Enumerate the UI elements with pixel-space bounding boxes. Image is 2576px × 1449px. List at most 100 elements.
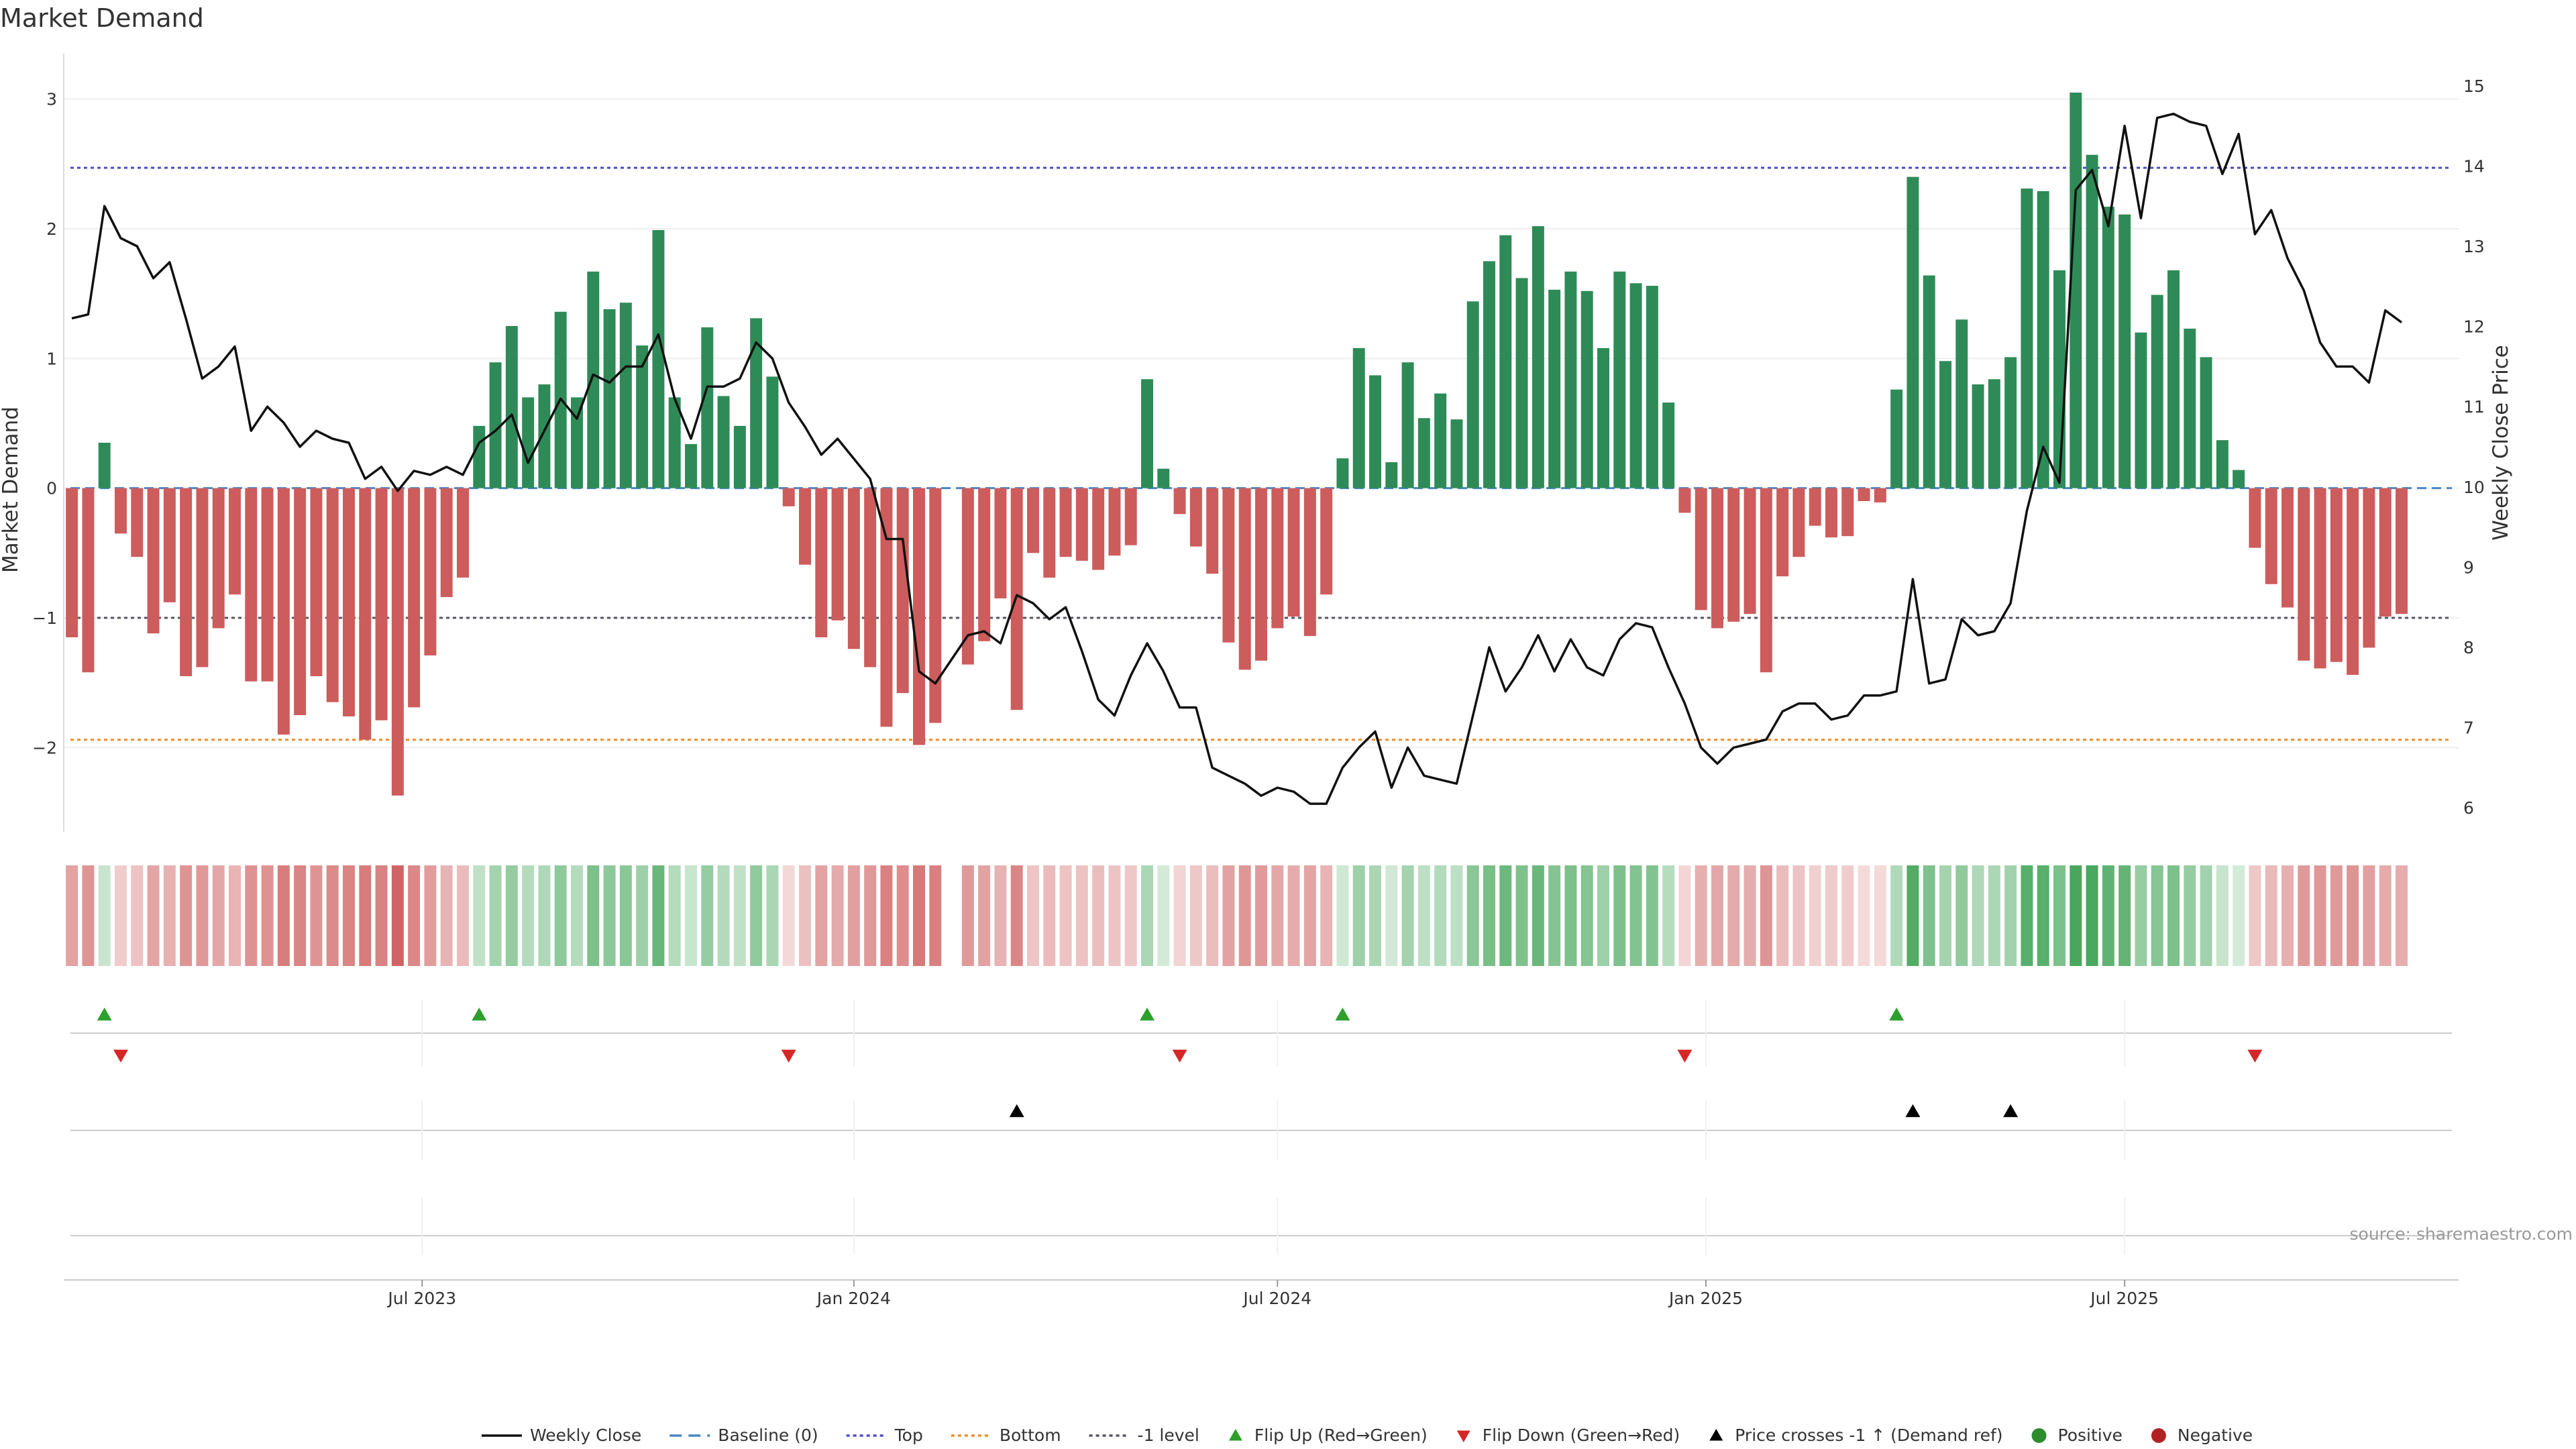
strip-cell	[1580, 865, 1593, 966]
demand-bar	[733, 425, 746, 488]
strip-cell	[1189, 865, 1202, 966]
x-tick-label: Jul 2025	[2089, 1289, 2159, 1308]
demand-bar	[1189, 488, 1202, 547]
demand-bar	[261, 488, 274, 682]
flip-down-marker	[1172, 1049, 1187, 1063]
flip-down-marker	[1677, 1049, 1693, 1063]
strip-cell	[1303, 865, 1316, 966]
strip-cell	[1776, 865, 1789, 966]
strip-cell	[1222, 865, 1235, 966]
strip-cell	[1532, 865, 1544, 966]
demand-bar	[1303, 488, 1316, 637]
strip-cell	[2118, 865, 2131, 966]
flip-up-marker	[1335, 1008, 1350, 1021]
strip-cell	[2330, 865, 2343, 966]
strip-cell	[619, 865, 632, 966]
strip-cell	[294, 865, 307, 966]
demand-bar	[2363, 488, 2375, 648]
demand-bar	[1010, 488, 1023, 710]
demand-bar	[1499, 235, 1512, 488]
demand-bar	[815, 488, 828, 637]
strip-cell	[229, 865, 241, 966]
demand-bar	[2037, 191, 2049, 488]
strip-cell	[2282, 865, 2294, 966]
demand-bar	[1434, 393, 1447, 488]
legend-item: Negative	[2151, 1426, 2253, 1445]
strip-cell	[685, 865, 697, 966]
demand-bar	[245, 488, 258, 682]
demand-bar	[913, 488, 925, 745]
strip-cell	[343, 865, 355, 966]
strip-cell	[391, 865, 404, 966]
demand-bar	[82, 488, 95, 673]
demand-bar	[391, 488, 404, 796]
strip-cell	[196, 865, 209, 966]
demand-bar	[2282, 488, 2294, 608]
demand-bar	[1988, 379, 2000, 488]
legend-swatch	[1228, 1429, 1242, 1441]
demand-bar	[1320, 488, 1333, 595]
strip-cell	[766, 865, 779, 966]
demand-bar	[701, 327, 714, 488]
demand-bar	[1532, 226, 1544, 488]
demand-bar	[685, 443, 697, 488]
demand-bar	[1466, 301, 1479, 488]
strip-cell	[2396, 865, 2408, 966]
strip-cell	[1499, 865, 1512, 966]
demand-bar	[603, 309, 616, 488]
y2-tick-label: 15	[2463, 76, 2485, 96]
demand-heat-strip	[66, 865, 2408, 966]
strip-cell	[1238, 865, 1251, 966]
demand-bar	[294, 488, 307, 715]
demand-bar	[163, 488, 176, 602]
strip-cell	[1988, 865, 2000, 966]
demand-bar	[2265, 488, 2277, 584]
demand-bar	[1124, 488, 1137, 545]
strip-cell	[978, 865, 991, 966]
demand-bar	[131, 488, 144, 557]
strip-cell	[1743, 865, 1756, 966]
strip-cell	[277, 865, 290, 966]
legend-item: -1 level	[1089, 1426, 1199, 1445]
demand-bar	[424, 488, 437, 656]
demand-bar	[1841, 488, 1854, 537]
chart-title: Market Demand	[0, 3, 204, 33]
demand-bar	[1059, 488, 1072, 557]
demand-bar	[147, 488, 160, 634]
strip-cell	[1515, 865, 1528, 966]
demand-bar	[1678, 488, 1691, 513]
strip-cell	[961, 865, 974, 966]
demand-bars	[66, 93, 2408, 796]
demand-bar	[2118, 214, 2131, 488]
demand-bar	[1255, 488, 1267, 661]
legend-label: Bottom	[1000, 1426, 1061, 1445]
demand-bar	[1417, 418, 1430, 488]
flip-down-marker	[113, 1049, 128, 1063]
strip-cell	[2249, 865, 2261, 966]
legend-label: Price crosses -1 ↑ (Demand ref)	[1735, 1426, 2002, 1445]
strip-cell	[701, 865, 714, 966]
strip-cell	[2184, 865, 2196, 966]
strip-cell	[994, 865, 1007, 966]
demand-bar	[831, 488, 844, 621]
demand-bar	[864, 488, 877, 667]
demand-bar	[98, 443, 111, 488]
strip-cell	[1629, 865, 1642, 966]
demand-bar	[1401, 362, 1414, 488]
demand-bar	[1809, 488, 1821, 526]
strip-cell	[1385, 865, 1398, 966]
demand-bar	[1043, 488, 1056, 578]
strip-cell	[1564, 865, 1577, 966]
demand-bar	[1955, 319, 1968, 488]
demand-bar	[1173, 488, 1186, 515]
strip-cell	[1157, 865, 1170, 966]
strip-cell	[1646, 865, 1658, 966]
demand-bar	[636, 345, 649, 488]
strip-cell	[1352, 865, 1365, 966]
y2-tick-label: 10	[2463, 478, 2485, 497]
demand-bar	[619, 303, 632, 488]
demand-bar	[359, 488, 372, 740]
price-cross-marker	[2003, 1104, 2019, 1118]
strip-cell	[1939, 865, 1951, 966]
